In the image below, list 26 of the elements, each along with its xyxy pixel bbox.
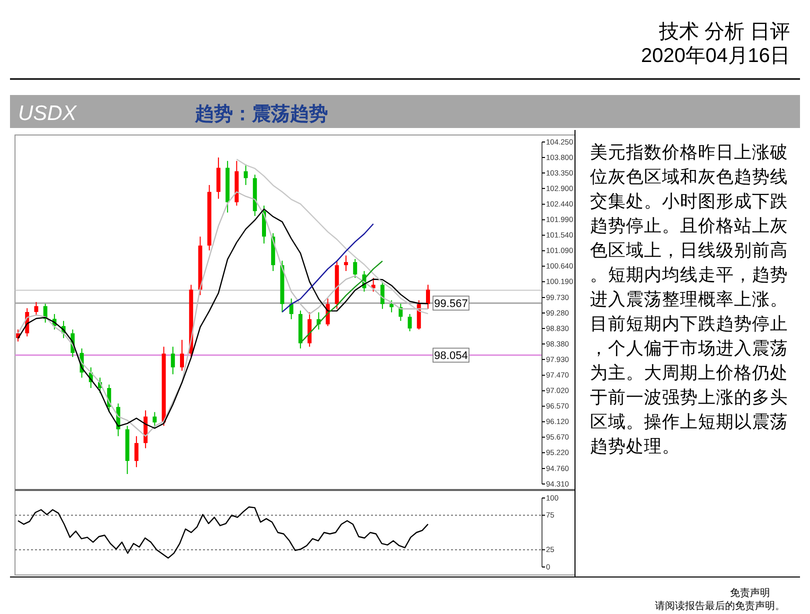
text: 技术 分析 日评: [658, 21, 790, 43]
candlestick: [170, 346, 175, 375]
text: 免责声明: [730, 587, 770, 599]
text: 2020年04月16日: [641, 45, 790, 67]
candlestick: [353, 258, 358, 278]
chart-title: USDX: [18, 102, 78, 125]
candlestick: [152, 412, 157, 428]
candlestick: [398, 303, 403, 322]
ref-line-label: 98.054: [434, 350, 468, 362]
ref-line-label: 99.567: [434, 298, 468, 310]
candlestick: [34, 301, 38, 316]
candlestick: [134, 436, 138, 468]
candlestick: [344, 255, 348, 272]
candlestick: [390, 300, 394, 313]
candlestick: [408, 314, 412, 332]
line-series: [300, 260, 384, 344]
candlestick: [289, 298, 294, 320]
line-series: [17, 506, 429, 559]
line-series: [282, 223, 374, 313]
text: 请阅读报告最后的免责声明。: [655, 600, 785, 612]
candlestick: [426, 284, 430, 310]
chart-subtitle: 趋势：震荡趋势: [194, 103, 328, 125]
candlestick: [380, 280, 384, 310]
candlestick: [244, 164, 248, 186]
text: 美元指数价格昨日上涨破位灰色区域和灰色趋势线交集处。小时图形成下跌趋势停止。且价格站上灰色区域上，日线级别前高。短期内均线走平，趋势进入震荡整理概率上涨。目前短期内下跌趋势停止，个人偏于市场进入震荡为主。大周期上价格仍处于前一波强势上涨的多头区域。操作上短期以震荡趋势处理。: [590, 143, 788, 457]
candlestick: [180, 339, 184, 372]
